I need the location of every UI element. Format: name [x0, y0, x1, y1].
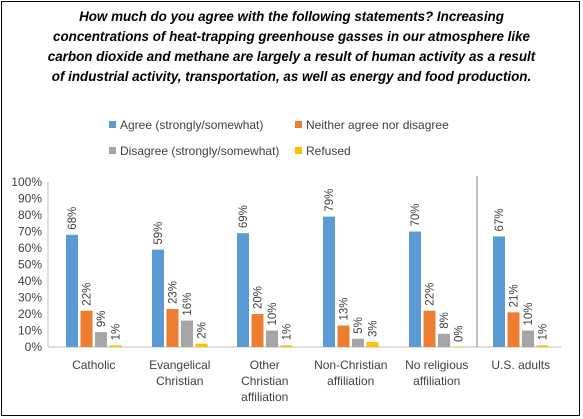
- y-tick-label: 20%: [18, 307, 42, 321]
- bar: [181, 320, 193, 347]
- bar: [409, 231, 421, 347]
- data-label: 22%: [425, 283, 437, 306]
- data-label: 1%: [111, 324, 123, 341]
- category-label: No religious: [405, 358, 468, 372]
- bar: [251, 314, 264, 347]
- legend-label: Agree (strongly/somewhat): [120, 118, 263, 132]
- bar: [438, 333, 450, 347]
- bar: [95, 332, 107, 347]
- legend-swatch: [295, 121, 302, 128]
- chart-title: How much do you agree with the following…: [47, 9, 536, 84]
- category-label: U.S. adults: [491, 358, 550, 372]
- bar: [452, 347, 465, 348]
- data-label: 3%: [368, 320, 380, 337]
- y-tick-label: 100%: [11, 175, 42, 189]
- bar: [536, 345, 549, 347]
- category-label: affiliation: [241, 390, 288, 404]
- bar: [352, 338, 364, 347]
- bar: [80, 310, 93, 347]
- data-label: 79%: [324, 189, 336, 212]
- y-tick-label: 70%: [18, 225, 42, 239]
- legend-swatch: [295, 147, 302, 154]
- bar: [109, 345, 122, 347]
- data-label: 70%: [410, 203, 422, 226]
- y-tick-label: 60%: [18, 241, 42, 255]
- category-label: Christian: [156, 374, 203, 388]
- data-label: 8%: [439, 312, 451, 329]
- bar: [237, 233, 249, 347]
- bar: [522, 330, 534, 347]
- bar: [323, 216, 335, 347]
- bar: [507, 312, 520, 347]
- bar: [366, 342, 379, 347]
- bar: [266, 330, 278, 347]
- data-label: 20%: [253, 286, 265, 309]
- legend-label: Refused: [306, 144, 351, 158]
- bar: [66, 234, 78, 347]
- bar: [280, 345, 293, 347]
- bar: [195, 343, 208, 347]
- y-tick-label: 30%: [18, 291, 42, 305]
- data-label: 13%: [339, 298, 351, 321]
- data-label: 0%: [454, 325, 466, 342]
- data-label: 21%: [509, 284, 521, 307]
- bar: [152, 249, 164, 347]
- data-label: 16%: [182, 293, 194, 316]
- y-tick-label: 10%: [18, 324, 42, 338]
- data-label: 67%: [494, 208, 506, 231]
- category-label: affiliation: [413, 374, 460, 388]
- bar: [166, 309, 179, 347]
- y-tick-label: 0%: [25, 340, 43, 354]
- y-tick-label: 50%: [18, 258, 42, 272]
- category-label: Evangelical: [149, 358, 210, 372]
- data-label: 22%: [82, 283, 94, 306]
- data-label: 69%: [238, 205, 250, 228]
- data-label: 9%: [96, 311, 108, 328]
- data-label: 1%: [538, 324, 550, 341]
- y-tick-label: 90%: [18, 192, 42, 206]
- data-label: 59%: [153, 222, 165, 245]
- category-label: Other: [250, 358, 280, 372]
- data-label: 23%: [168, 281, 180, 304]
- y-tick-label: 40%: [18, 274, 42, 288]
- bar: [493, 236, 505, 347]
- category-label: Catholic: [72, 358, 115, 372]
- y-tick-label: 80%: [18, 208, 42, 222]
- bar: [423, 310, 436, 347]
- data-label: 10%: [523, 302, 535, 325]
- category-label: Christian: [241, 374, 288, 388]
- data-label: 1%: [282, 324, 294, 341]
- legend-label: Neither agree nor disagree: [306, 118, 449, 132]
- category-label: Non-Christian: [314, 358, 387, 372]
- data-label: 2%: [197, 322, 209, 339]
- legend-swatch: [109, 121, 116, 128]
- data-label: 10%: [267, 302, 279, 325]
- bar: [337, 325, 350, 347]
- data-label: 5%: [353, 317, 365, 334]
- data-label: 68%: [67, 207, 79, 230]
- legend-label: Disagree (strongly/somewhat): [120, 144, 279, 158]
- category-label: affiliation: [327, 374, 374, 388]
- legend-swatch: [109, 147, 116, 154]
